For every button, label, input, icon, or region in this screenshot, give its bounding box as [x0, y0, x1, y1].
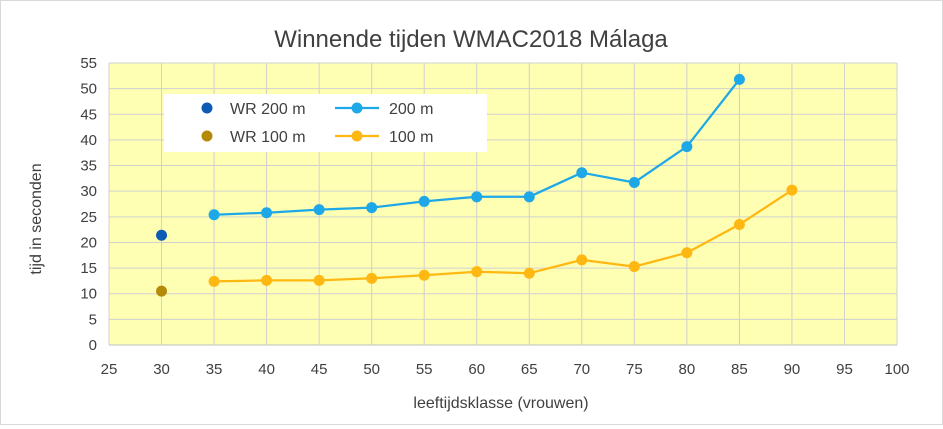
y-tick-label: 55: [80, 55, 97, 72]
y-tick-label: 10: [80, 286, 97, 303]
legend-label: 100 m: [389, 129, 433, 146]
x-tick-label: 70: [573, 361, 590, 378]
y-tick-label: 20: [80, 234, 97, 251]
data-point-100-m: [628, 261, 640, 273]
data-point-100-m: [418, 269, 430, 281]
x-tick-label: 80: [679, 361, 696, 378]
data-point-100-m: [208, 275, 220, 287]
y-axis-label: tijd in seconden: [28, 163, 45, 274]
x-tick-label: 35: [206, 361, 223, 378]
data-point-200-m: [313, 204, 325, 216]
legend-label: WR 200 m: [230, 101, 306, 118]
x-tick-label: 95: [836, 361, 853, 378]
chart-marks: [156, 73, 798, 297]
data-point-200-m: [681, 141, 693, 153]
data-point-100-m: [523, 267, 535, 279]
x-tick-label: 75: [626, 361, 643, 378]
data-point-200-m: [366, 202, 378, 214]
chart-title: Winnende tijden WMAC2018 Málaga: [274, 26, 668, 53]
y-tick-label: 0: [89, 337, 97, 354]
chart-legend: WR 200 m 200 m WR 100 m 100 m: [164, 94, 487, 152]
data-point-200-m: [471, 191, 483, 203]
data-point-wr-200-m: [156, 229, 168, 241]
data-point-200-m: [208, 209, 220, 221]
data-point-wr-100-m: [156, 285, 168, 297]
x-tick-label: 65: [521, 361, 538, 378]
data-point-200-m: [261, 207, 273, 219]
y-tick-label: 15: [80, 260, 97, 277]
y-tick-label: 25: [80, 209, 97, 226]
data-point-200-m: [733, 73, 745, 85]
data-point-100-m: [471, 266, 483, 278]
x-tick-label: 40: [258, 361, 275, 378]
legend-marker-swatch: [201, 130, 213, 142]
x-tick-label: 50: [363, 361, 380, 378]
data-point-100-m: [786, 184, 798, 196]
data-point-100-m: [366, 272, 378, 284]
data-point-100-m: [681, 247, 693, 259]
data-point-100-m: [261, 274, 273, 286]
legend-box: [164, 94, 487, 152]
y-tick-label: 40: [80, 132, 97, 149]
data-point-100-m: [733, 219, 745, 231]
y-tick-label: 35: [80, 158, 97, 175]
data-point-200-m: [628, 176, 640, 188]
legend-marker-swatch: [351, 130, 363, 142]
y-tick-label: 5: [89, 311, 97, 328]
x-tick-label: 85: [731, 361, 748, 378]
y-tick-label: 45: [80, 106, 97, 123]
x-tick-label: 30: [153, 361, 170, 378]
legend-label: WR 100 m: [230, 129, 306, 146]
x-tick-label: 60: [468, 361, 485, 378]
legend-marker-swatch: [201, 102, 213, 114]
legend-label: 200 m: [389, 101, 433, 118]
data-point-100-m: [576, 254, 588, 266]
y-tick-label: 50: [80, 81, 97, 98]
x-tick-label: 55: [416, 361, 433, 378]
series-line-100-m: [214, 189, 793, 283]
x-tick-label: 90: [784, 361, 801, 378]
y-tick-label: 30: [80, 183, 97, 200]
data-point-200-m: [576, 167, 588, 179]
x-tick-label: 25: [101, 361, 118, 378]
data-point-200-m: [523, 191, 535, 203]
x-axis-label: leeftijdsklasse (vrouwen): [413, 395, 588, 412]
x-tick-label: 45: [311, 361, 328, 378]
data-point-200-m: [418, 195, 430, 207]
data-point-100-m: [313, 274, 325, 286]
x-tick-label: 100: [884, 361, 909, 378]
legend-marker-swatch: [351, 102, 363, 114]
